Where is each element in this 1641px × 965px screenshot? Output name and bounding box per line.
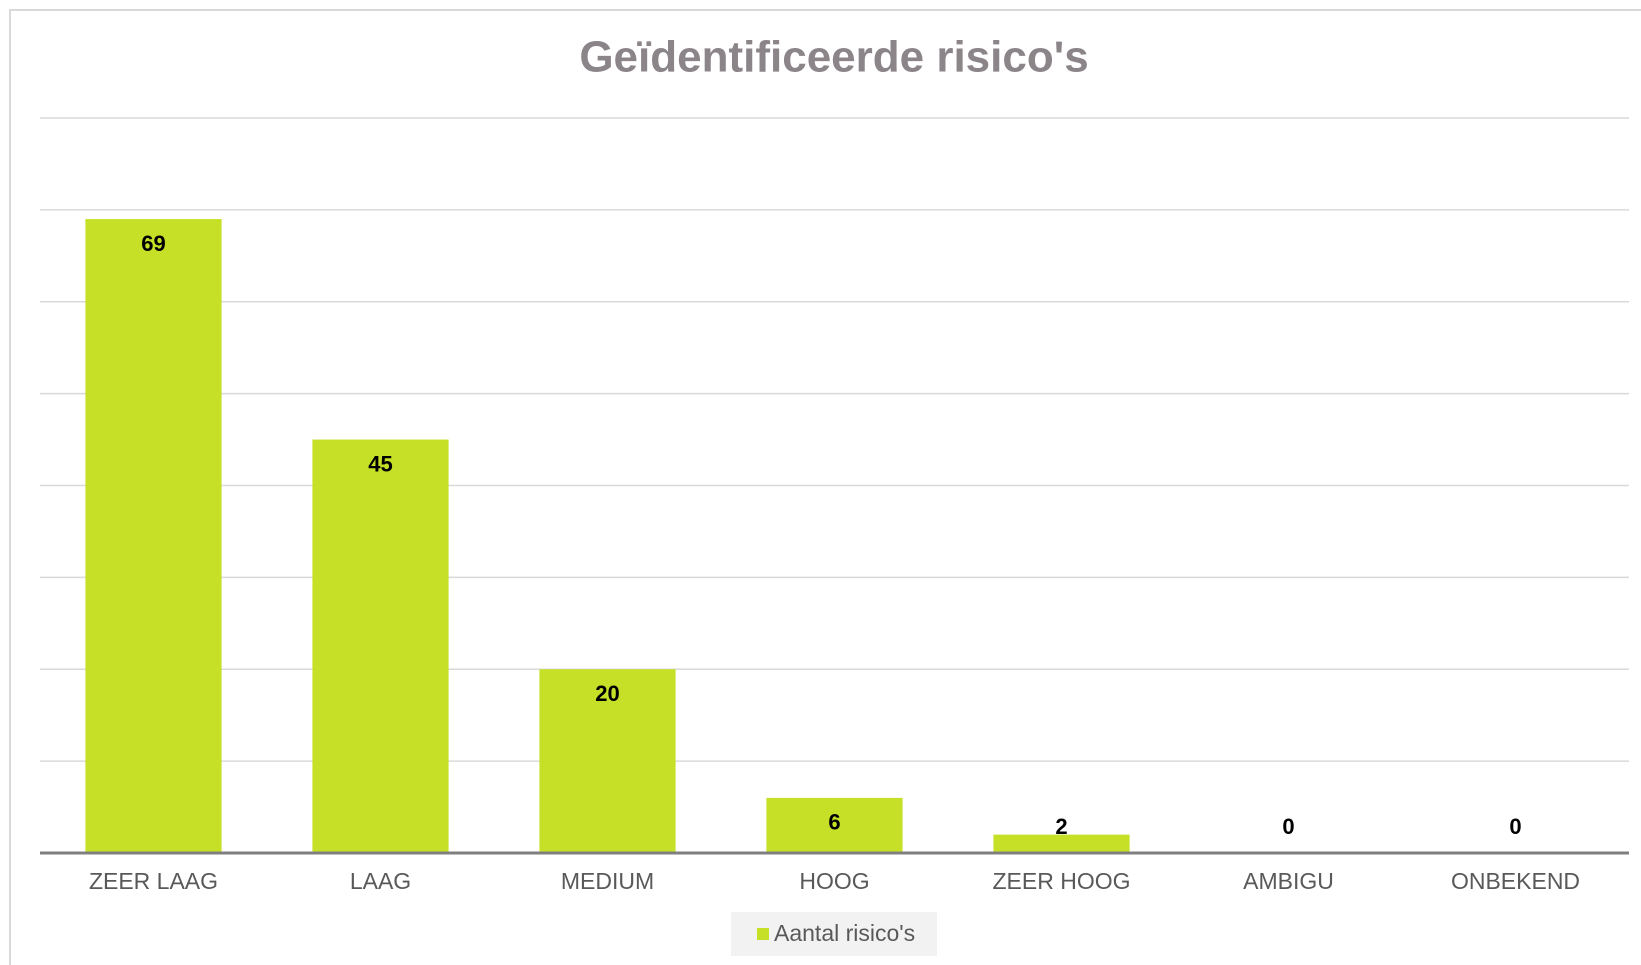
bar [766, 797, 903, 853]
bar [993, 834, 1130, 853]
bar [312, 439, 449, 853]
bar [539, 669, 676, 853]
x-tick-label: HOOG [799, 868, 869, 894]
legend-swatch [757, 928, 769, 940]
x-tick-label: AMBIGU [1243, 868, 1334, 894]
x-tick-label: ONBEKEND [1451, 868, 1580, 894]
data-label: 69 [141, 231, 165, 256]
bar [85, 219, 222, 853]
x-tick-label: MEDIUM [561, 868, 654, 894]
data-label: 45 [368, 451, 392, 476]
data-label: 0 [1509, 814, 1521, 839]
data-label: 6 [828, 810, 840, 835]
data-label: 0 [1282, 814, 1294, 839]
x-tick-label: ZEER HOOG [992, 868, 1130, 894]
legend-label: Aantal risico's [774, 920, 915, 946]
x-tick-label: LAAG [350, 868, 411, 894]
chart-title: Geïdentificeerde risico's [579, 33, 1088, 82]
data-label: 20 [595, 681, 619, 706]
x-tick-label: ZEER LAAG [89, 868, 218, 894]
data-label: 2 [1055, 814, 1067, 839]
